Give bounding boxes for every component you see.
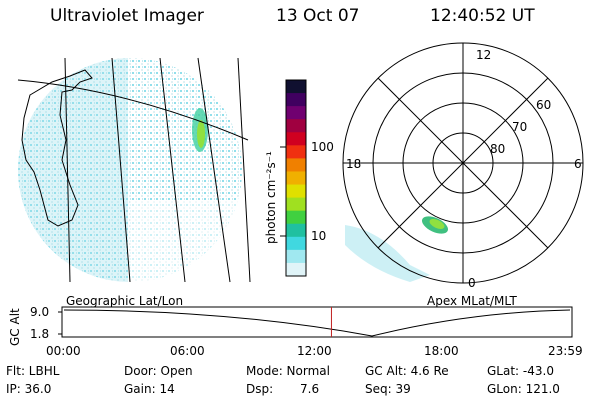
glon-status: GLon: 121.0: [487, 382, 560, 396]
colorbar-band: [286, 249, 306, 264]
colorbar-band: [286, 262, 306, 277]
lat-label-60: 60: [536, 98, 552, 112]
ip-status: IP: 36.0: [6, 382, 52, 396]
colorbar-band: [286, 184, 306, 199]
mlt-label-0: 0: [468, 276, 476, 290]
altitude-curve: [63, 309, 571, 337]
colorbar-tick-10: 10: [311, 229, 327, 243]
x-tick-label: 06:00: [170, 344, 205, 358]
colorbar-band: [286, 171, 306, 186]
uv-disk: [18, 58, 242, 282]
colorbar-band: [286, 145, 306, 159]
colorbar: [286, 80, 306, 277]
aurora-core: [197, 120, 205, 148]
mlt-label-18: 18: [346, 157, 362, 171]
lat-label-80: 80: [490, 142, 506, 156]
dsp-value: 7.6: [300, 382, 320, 396]
colorbar-band: [286, 93, 306, 107]
dsp-label: Dsp:: [246, 382, 274, 396]
gain-status: Gain: 14: [124, 382, 175, 396]
x-tick-label: 18:00: [424, 344, 459, 358]
polar-plot: [342, 42, 584, 284]
latitude-line: [17, 79, 249, 141]
longitude-line: [159, 57, 186, 283]
date-label: 13 Oct 07: [276, 6, 360, 26]
colorbar-band: [286, 223, 306, 238]
colorbar-band: [286, 210, 306, 225]
colorbar-tick-100: 100: [311, 140, 334, 154]
coastline: [21, 69, 93, 227]
seq-status: Seq: 39: [365, 382, 411, 396]
colorbar-band: [286, 80, 306, 94]
y-tick-label-1: 1.8: [30, 327, 50, 341]
lat-label-70: 70: [512, 120, 528, 134]
instrument-title: Ultraviolet Imager: [50, 6, 204, 26]
mode-status: Mode: Normal: [246, 364, 330, 378]
longitude-line: [237, 57, 251, 283]
mlt-label-12: 12: [476, 48, 492, 62]
colorbar-band: [286, 197, 306, 212]
mlt-label-6: 6: [574, 157, 582, 171]
colorbar-label: photon cm⁻²s⁻¹: [264, 151, 278, 244]
x-tick-label: 00:00: [46, 344, 81, 358]
longitude-line: [111, 57, 131, 283]
x-tick-label: 23:59: [548, 344, 583, 358]
door-status: Door: Open: [124, 364, 193, 378]
filter-status: Flt: LBHL: [6, 364, 60, 378]
longitude-line: [197, 57, 231, 283]
timeline-frame: [61, 306, 573, 338]
y-tick-label-9: 9.0: [30, 305, 50, 319]
colorbar-band: [286, 119, 306, 133]
colorbar-band: [286, 106, 306, 120]
colorbar-frame: [285, 79, 307, 277]
colorbar-band: [286, 236, 306, 251]
x-tick-label: 12:00: [297, 344, 332, 358]
timeline-axis-label: GC Alt: [8, 308, 22, 346]
longitude-line: [64, 57, 71, 283]
apex-coord-title: Apex MLat/MLT: [427, 294, 517, 308]
gc-alt-status: GC Alt: 4.6 Re: [365, 364, 449, 378]
colorbar-band: [286, 158, 306, 172]
geo-coord-title: Geographic Lat/Lon: [66, 294, 184, 308]
time-label: 12:40:52 UT: [430, 6, 535, 26]
colorbar-band: [286, 132, 306, 146]
glat-status: GLat: -43.0: [487, 364, 554, 378]
